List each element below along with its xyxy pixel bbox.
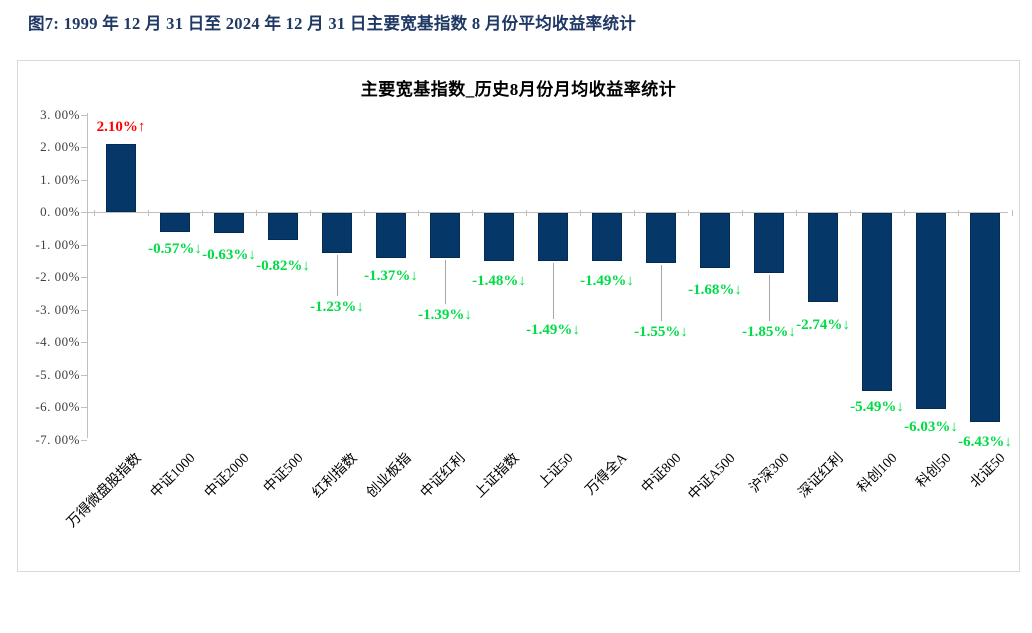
x-axis-tick: [418, 210, 419, 216]
x-axis-tick: [634, 210, 635, 216]
y-axis-tick: [81, 244, 87, 246]
bar-上证50: [538, 213, 568, 262]
bar-value-label-13: -2.74%↓: [796, 317, 850, 334]
x-axis-tick: [742, 210, 743, 216]
y-axis-tick: [81, 309, 87, 311]
y-axis-tick-label: -4. 00%: [35, 334, 80, 349]
bar-中证红利: [430, 213, 460, 259]
bar-value-label-16: -6.43%↓: [958, 433, 1012, 450]
y-axis-tick-label: -5. 00%: [35, 366, 80, 382]
bar-value-label-14: -5.49%↓: [850, 399, 904, 416]
y-axis-tick-label: -2. 00%: [35, 269, 80, 284]
bar-value-label-9: -1.49%↓: [580, 273, 634, 290]
x-axis-tick: [94, 210, 95, 216]
bar-value-label-0: 2.10%↑: [96, 118, 146, 135]
x-axis-tick: [904, 210, 905, 216]
bar-红利指数: [322, 213, 352, 253]
bar-value-label-2: -0.63%↓: [202, 247, 256, 264]
x-axis-tick: [580, 210, 581, 216]
y-axis-tick: [81, 342, 87, 343]
bar-value-label-1: -0.57%↓: [148, 240, 202, 257]
x-axis-tick: [310, 210, 311, 216]
bar-value-label-15: -6.03%↓: [904, 418, 958, 435]
y-axis-tick-label: -6. 00%: [35, 399, 80, 414]
y-axis-tick-label: 0. 00%: [40, 204, 80, 219]
leader-line-8: [553, 263, 554, 320]
y-axis-tick: [81, 277, 87, 278]
x-axis-line: [87, 212, 1008, 213]
leader-line-12: [769, 275, 770, 322]
bar-value-label-8: -1.49%↓: [526, 322, 580, 339]
leader-line-6: [445, 260, 446, 305]
chart-title: 主要宽基指数_历史8月份月均收益率统计: [360, 80, 677, 99]
bar-北证50: [970, 213, 1000, 422]
bar-中证A500: [700, 213, 730, 268]
x-axis-tick: [364, 210, 365, 216]
leader-line-4: [337, 254, 338, 296]
bar-科创100: [862, 213, 892, 392]
y-axis-tick: [81, 439, 87, 441]
y-axis-tick-label: 1. 00%: [40, 171, 80, 187]
x-axis-tick: [472, 210, 473, 216]
x-axis-tick: [256, 210, 257, 216]
bar-中证500: [268, 213, 298, 240]
chart-container: 主要宽基指数_历史8月份月均收益率统计 3. 00% 2. 00% 1. 00% 0.…: [17, 60, 1020, 572]
figure-caption: 图7: 1999 年 12 月 31 日至 2024 年 12 月 31 日主要…: [28, 14, 637, 33]
y-axis-tick: [81, 374, 87, 376]
bar-value-label-4: -1.23%↓: [310, 298, 364, 315]
y-axis-tick-label: -1. 00%: [35, 236, 80, 252]
bar-万得微盘股指数: [106, 143, 136, 212]
bar-沪深300: [754, 213, 784, 274]
x-axis-tick: [526, 210, 527, 216]
x-axis-tick: [202, 210, 203, 216]
bar-上证指数: [484, 213, 514, 262]
y-axis-tick-label: 2. 00%: [40, 139, 80, 154]
y-axis-line: [87, 113, 88, 438]
bar-value-label-3: -0.82%↓: [256, 257, 310, 274]
x-axis-tick: [796, 210, 797, 216]
y-axis-tick-label: -3. 00%: [35, 301, 80, 317]
y-axis-tick: [81, 114, 87, 116]
bar-中证800: [646, 213, 676, 264]
bar-value-label-6: -1.39%↓: [418, 307, 472, 324]
bar-中证2000: [214, 213, 244, 234]
bar-创业板指: [376, 213, 406, 258]
x-axis-tick: [148, 210, 149, 216]
plot-area: 3. 00% 2. 00% 1. 00% 0. 00% -1. 00% -2. 00% -3…: [18, 61, 1019, 571]
bar-value-label-5: -1.37%↓: [364, 267, 418, 284]
bar-value-label-12: -1.85%↓: [742, 324, 796, 341]
x-axis-tick: [958, 210, 959, 216]
x-axis-tick: [688, 210, 689, 216]
bar-value-label-10: -1.55%↓: [634, 324, 688, 341]
y-axis-tick: [81, 179, 87, 181]
bar-科创50: [916, 213, 946, 409]
bar-value-label-11: -1.68%↓: [688, 281, 742, 298]
leader-line-10: [661, 265, 662, 322]
x-axis-tick: [1012, 210, 1013, 216]
bar-中证1000: [160, 213, 190, 232]
y-axis-tick: [81, 212, 87, 213]
bar-深证红利: [808, 213, 838, 303]
y-axis-tick-label: -7. 00%: [35, 431, 80, 447]
x-axis-tick: [850, 210, 851, 216]
bar-value-label-7: -1.48%↓: [472, 273, 526, 290]
bar-万得全A: [592, 213, 622, 262]
y-axis-tick: [81, 147, 87, 148]
y-axis-tick: [81, 407, 87, 408]
y-axis-tick-label: 3. 00%: [40, 106, 80, 122]
